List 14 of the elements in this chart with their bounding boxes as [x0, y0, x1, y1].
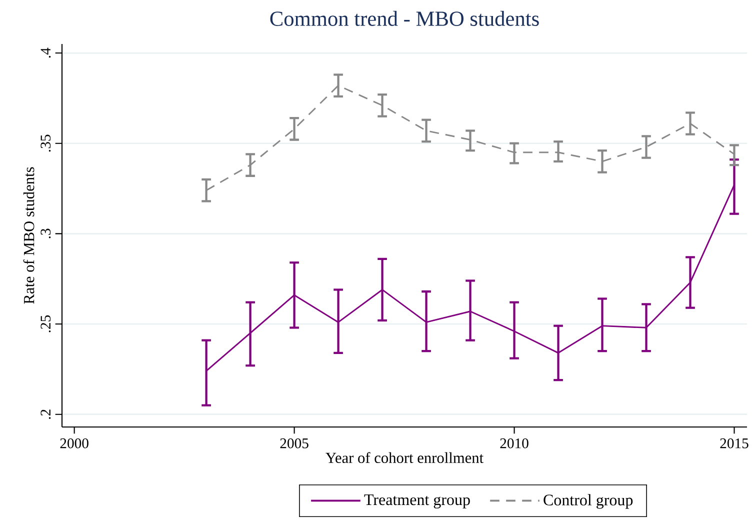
x-tick-label: 2005 — [280, 438, 308, 448]
x-tick-label: 2015 — [720, 438, 748, 448]
y-tick-label: .4 — [40, 48, 51, 58]
x-tick-label: 2010 — [500, 438, 528, 448]
chart-title: Common trend - MBO students — [270, 10, 539, 26]
legend-label: Treatment group — [364, 494, 470, 508]
legend-label: Control group — [544, 494, 633, 509]
y-tick-label: .2 — [40, 410, 51, 419]
y-tick-label: .25 — [40, 315, 51, 332]
y-tick-label: .3 — [40, 228, 51, 238]
x-axis-title: Year of cohort enrollment — [326, 452, 484, 464]
y-axis-title: Rate of MBO students — [23, 167, 34, 304]
x-tick-label: 2000 — [60, 438, 88, 448]
y-tick-label: .35 — [40, 134, 51, 152]
